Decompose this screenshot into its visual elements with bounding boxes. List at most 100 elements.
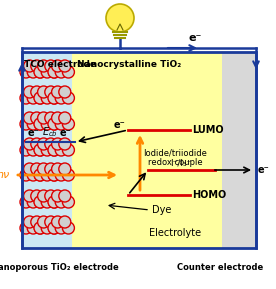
Text: LUMO: LUMO (192, 125, 224, 135)
Circle shape (27, 169, 39, 181)
Bar (22, 52, 72, 248)
Circle shape (52, 216, 63, 228)
Circle shape (52, 163, 63, 175)
Circle shape (34, 118, 46, 130)
Circle shape (48, 92, 60, 104)
Circle shape (45, 112, 57, 124)
Circle shape (24, 216, 36, 228)
Text: Dye: Dye (152, 205, 171, 215)
Circle shape (48, 66, 60, 78)
Circle shape (34, 92, 46, 104)
Circle shape (31, 190, 43, 202)
Circle shape (38, 138, 50, 150)
Circle shape (34, 222, 46, 234)
Text: e⁻: e⁻ (28, 128, 40, 138)
Circle shape (62, 118, 75, 130)
Circle shape (41, 144, 53, 156)
Circle shape (52, 60, 63, 72)
Circle shape (38, 163, 50, 175)
Circle shape (34, 196, 46, 208)
Circle shape (48, 169, 60, 181)
Circle shape (34, 144, 46, 156)
Circle shape (62, 92, 75, 104)
Text: e⁻: e⁻ (113, 120, 125, 130)
Circle shape (20, 66, 32, 78)
Circle shape (31, 112, 43, 124)
Circle shape (55, 222, 67, 234)
Circle shape (27, 196, 39, 208)
Circle shape (52, 86, 63, 98)
Circle shape (31, 216, 43, 228)
Circle shape (45, 86, 57, 98)
Circle shape (34, 169, 46, 181)
Text: e⁻: e⁻ (188, 33, 202, 43)
Circle shape (41, 222, 53, 234)
Circle shape (20, 222, 32, 234)
Circle shape (48, 92, 60, 104)
Circle shape (59, 60, 71, 72)
Circle shape (38, 112, 50, 124)
Circle shape (38, 190, 50, 202)
Circle shape (45, 60, 57, 72)
Circle shape (59, 112, 71, 124)
Circle shape (24, 163, 36, 175)
Circle shape (55, 196, 67, 208)
Bar (222, 52, 256, 248)
Circle shape (34, 144, 46, 156)
Circle shape (34, 92, 46, 104)
Circle shape (34, 66, 46, 78)
Circle shape (52, 190, 63, 202)
Circle shape (48, 144, 60, 156)
Circle shape (48, 144, 60, 156)
Circle shape (62, 222, 75, 234)
Circle shape (34, 118, 46, 130)
Circle shape (27, 118, 39, 130)
Circle shape (31, 86, 43, 98)
Text: Counter electrode: Counter electrode (177, 263, 263, 272)
Text: Nanocrystalline TiO₂: Nanocrystalline TiO₂ (77, 60, 181, 69)
Text: HOMO: HOMO (192, 190, 226, 200)
Circle shape (27, 92, 39, 104)
Text: hν: hν (0, 170, 10, 180)
Circle shape (41, 169, 53, 181)
Circle shape (41, 92, 53, 104)
Circle shape (24, 138, 36, 150)
Circle shape (59, 86, 71, 98)
Circle shape (62, 169, 75, 181)
Circle shape (24, 190, 36, 202)
Circle shape (20, 196, 32, 208)
Circle shape (45, 163, 57, 175)
Circle shape (20, 118, 32, 130)
Circle shape (41, 196, 53, 208)
Circle shape (31, 163, 43, 175)
Circle shape (41, 118, 53, 130)
Circle shape (62, 66, 75, 78)
Circle shape (55, 118, 67, 130)
Circle shape (59, 190, 71, 202)
Circle shape (41, 66, 53, 78)
Circle shape (31, 138, 43, 150)
Circle shape (45, 190, 57, 202)
Text: TCO electrode: TCO electrode (24, 60, 96, 69)
Circle shape (27, 66, 39, 78)
Bar (22, 52, 256, 248)
Text: I⁻/I₃⁻: I⁻/I₃⁻ (170, 158, 192, 167)
Circle shape (27, 144, 39, 156)
Circle shape (27, 222, 39, 234)
Circle shape (55, 144, 67, 156)
Circle shape (48, 66, 60, 78)
Circle shape (59, 138, 71, 150)
Circle shape (48, 118, 60, 130)
Text: Electrolyte: Electrolyte (149, 228, 201, 238)
Circle shape (59, 216, 71, 228)
Circle shape (24, 60, 36, 72)
Circle shape (20, 169, 32, 181)
Circle shape (59, 163, 71, 175)
Circle shape (38, 60, 50, 72)
Circle shape (62, 196, 75, 208)
Circle shape (34, 66, 46, 78)
Circle shape (24, 86, 36, 98)
Bar (72, 52, 222, 248)
Circle shape (55, 169, 67, 181)
Circle shape (34, 196, 46, 208)
